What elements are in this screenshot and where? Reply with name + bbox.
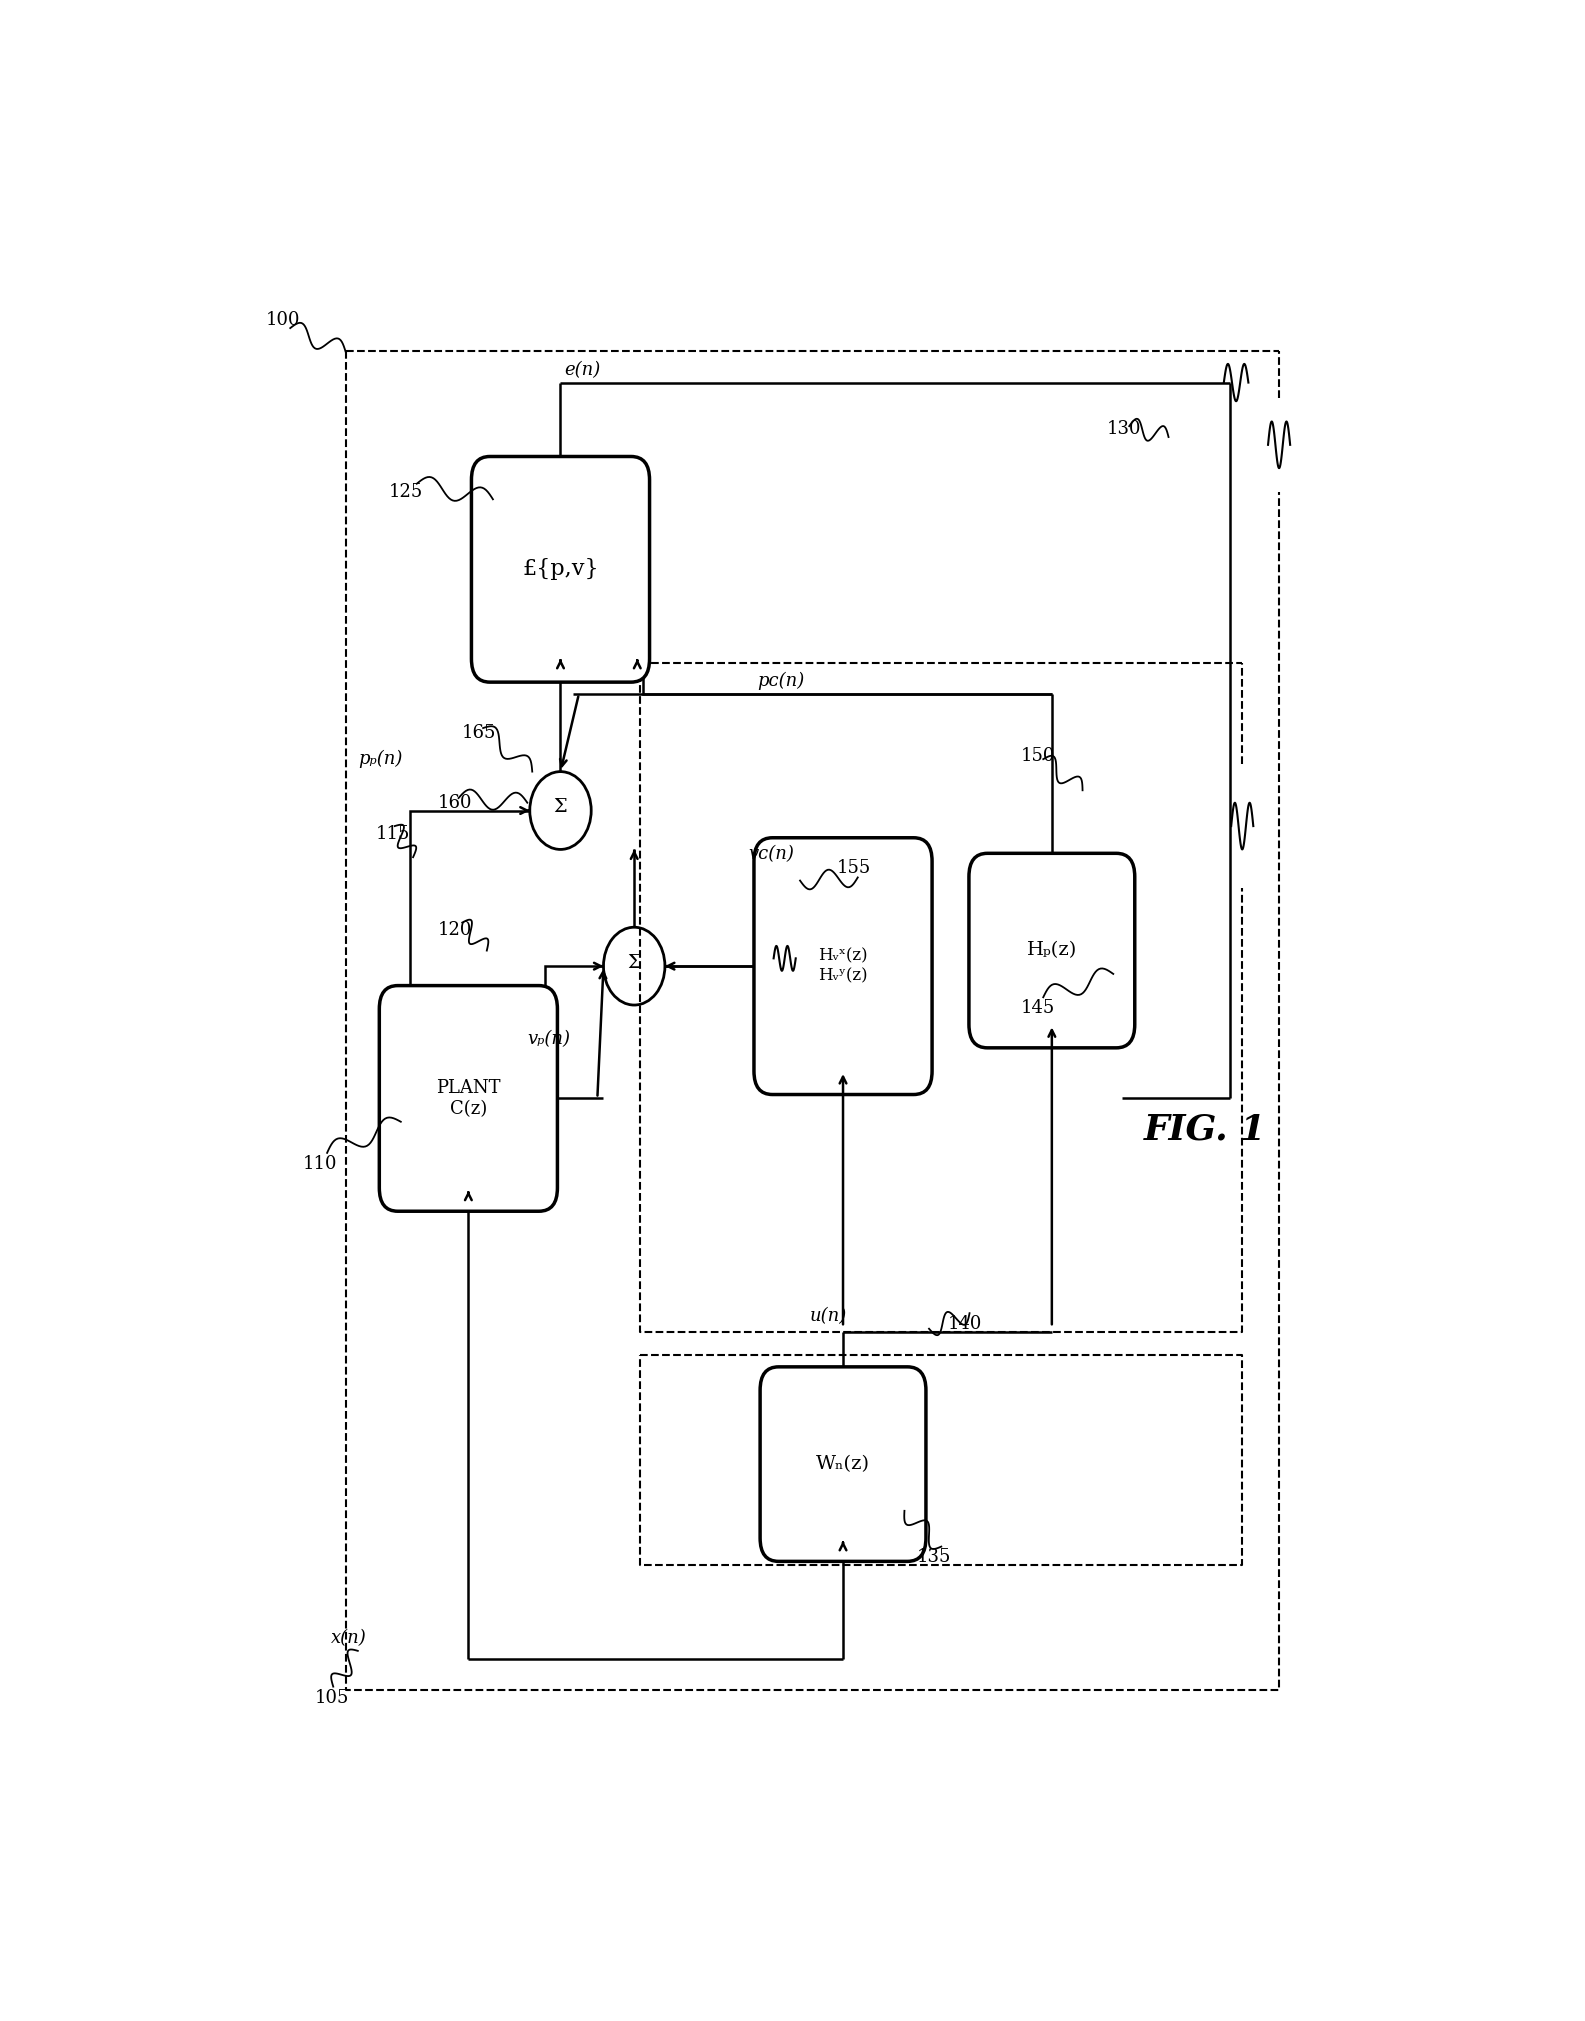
Text: 165: 165 [463, 724, 496, 742]
FancyBboxPatch shape [761, 1366, 926, 1562]
Text: Hₚ(z): Hₚ(z) [1027, 942, 1076, 960]
Text: Hᵥˣ(z)
Hᵥʸ(z): Hᵥˣ(z) Hᵥʸ(z) [818, 948, 869, 984]
Text: pₚ(n): pₚ(n) [358, 750, 403, 768]
FancyBboxPatch shape [968, 853, 1135, 1047]
FancyBboxPatch shape [471, 457, 650, 683]
Text: x(n): x(n) [331, 1629, 366, 1647]
FancyBboxPatch shape [379, 986, 558, 1211]
Text: 105: 105 [315, 1688, 349, 1706]
FancyBboxPatch shape [754, 839, 932, 1095]
Text: 155: 155 [837, 859, 872, 877]
Text: 135: 135 [916, 1548, 951, 1566]
Text: 125: 125 [388, 483, 423, 501]
Text: vₚ(n): vₚ(n) [528, 1031, 571, 1049]
Text: u(n): u(n) [810, 1308, 846, 1326]
Text: 120: 120 [437, 922, 472, 940]
Text: 130: 130 [1106, 420, 1141, 439]
Text: 140: 140 [948, 1316, 981, 1334]
Text: 115: 115 [376, 825, 411, 843]
Text: 100: 100 [266, 311, 300, 329]
Text: Σ: Σ [553, 798, 567, 816]
Text: vᴄ(n): vᴄ(n) [748, 845, 794, 863]
Text: e(n): e(n) [564, 362, 601, 380]
Text: Wₙ(z): Wₙ(z) [816, 1455, 870, 1473]
Text: PLANT
C(z): PLANT C(z) [436, 1079, 501, 1118]
Text: Σ: Σ [628, 954, 640, 972]
Text: 145: 145 [1021, 998, 1056, 1017]
Text: FIG. 1: FIG. 1 [1144, 1112, 1266, 1146]
Text: 160: 160 [437, 794, 472, 812]
Text: £{p,v}: £{p,v} [521, 558, 599, 580]
Text: pᴄ(n): pᴄ(n) [758, 673, 804, 691]
Text: 150: 150 [1021, 748, 1056, 766]
Text: 110: 110 [303, 1154, 338, 1172]
